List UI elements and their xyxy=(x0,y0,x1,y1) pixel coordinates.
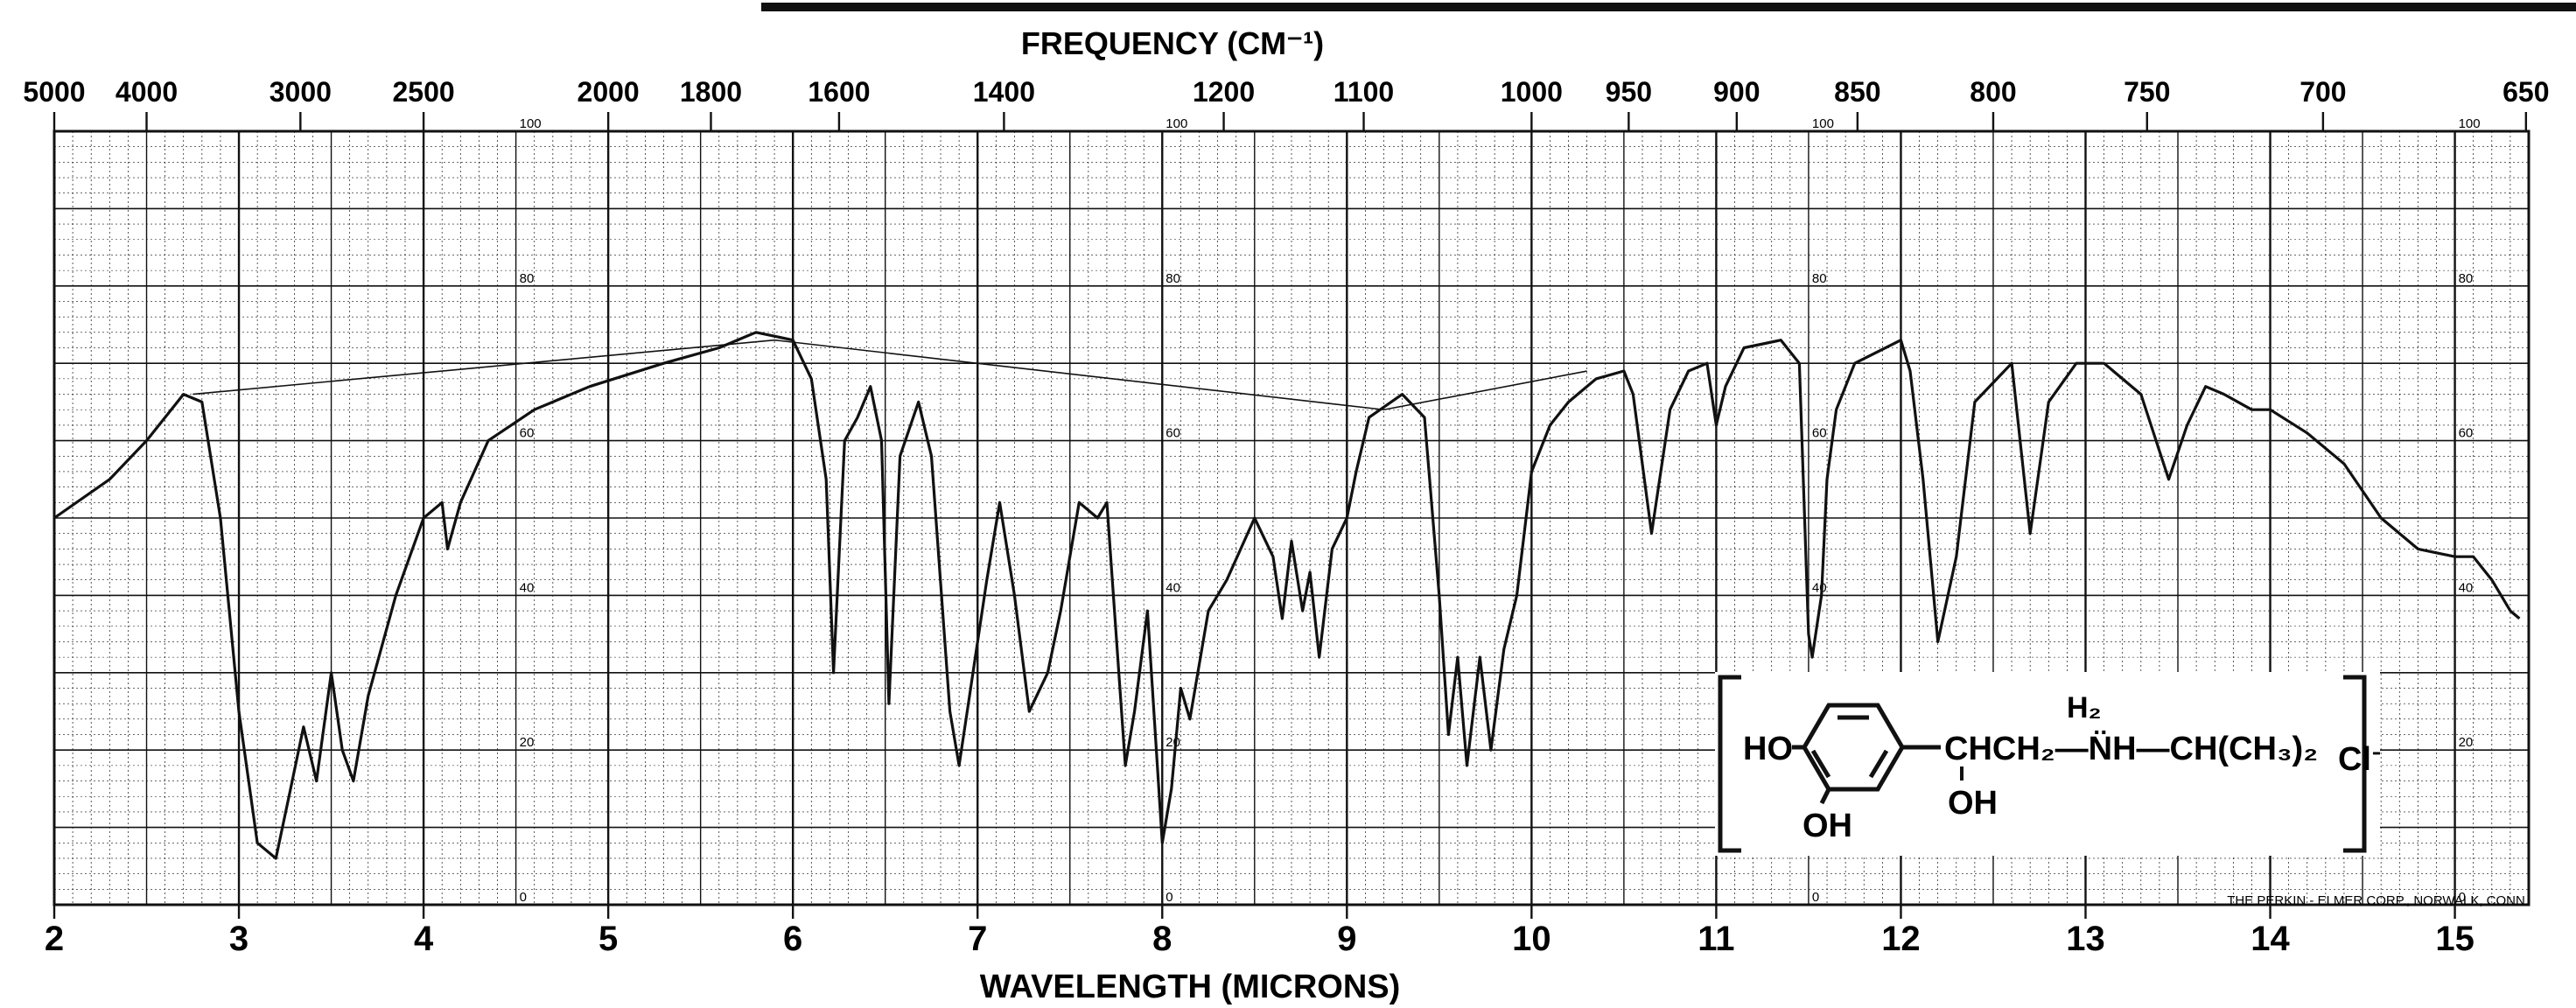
benzene-ring-icon xyxy=(1792,703,1941,805)
freq-tick-label: 650 xyxy=(2502,76,2549,108)
micron-tick-label: 4 xyxy=(414,920,434,958)
pct-label: 80 xyxy=(1166,271,1180,286)
micron-tick-label: 10 xyxy=(1512,920,1551,958)
h2-label: H₂ xyxy=(2067,691,2102,724)
oh-side-label: OH xyxy=(1948,785,1998,822)
pct-label: 60 xyxy=(520,426,535,441)
freq-tick-label: 700 xyxy=(2300,76,2346,108)
pct-label: 100 xyxy=(1166,116,1187,131)
pct-label: 40 xyxy=(2459,580,2474,595)
pct-label: 80 xyxy=(1812,271,1827,286)
freq-tick-label: 1800 xyxy=(680,76,742,108)
pct-label: 60 xyxy=(2459,426,2474,441)
pct-label: 100 xyxy=(520,116,542,131)
freq-tick-label: 1000 xyxy=(1501,76,1563,108)
frequency-ticks: 5000 4000 3000 2500 2000 1800 1600 1400 1200 1100… xyxy=(23,76,2550,131)
micron-tick-label: 13 xyxy=(2066,920,2105,958)
pct-label: 20 xyxy=(2459,735,2474,750)
manufacturer-credit: THE PERKIN - ELMER CORP., NORWALK, CONN. xyxy=(2227,893,2529,908)
micron-tick-label: 14 xyxy=(2250,920,2290,958)
micron-tick-label: 3 xyxy=(229,920,248,958)
micron-tick-label: 8 xyxy=(1152,920,1172,958)
side-chain-label: CHCH₂—N̈H—CH(CH₃)₂ xyxy=(1944,730,2318,767)
pct-label: 0 xyxy=(2459,890,2466,905)
baseline-lines xyxy=(192,339,1587,411)
freq-tick-label: 1600 xyxy=(808,76,870,108)
micron-tick-label: 9 xyxy=(1337,920,1356,958)
freq-tick-label: 800 xyxy=(1970,76,2016,108)
frequency-axis-title: FREQUENCY (CM⁻¹) xyxy=(1021,25,1324,61)
pct-label: 0 xyxy=(1166,890,1172,905)
pct-label: 40 xyxy=(520,580,535,595)
pct-label: 20 xyxy=(520,735,535,750)
pct-label: 0 xyxy=(1812,890,1819,905)
pct-label: 20 xyxy=(1166,735,1180,750)
freq-tick-label: 2000 xyxy=(578,76,640,108)
chemical-structure: HO OH H₂ CHCH₂—N̈H—CH(CH₃)₂ OH Cl⁻ xyxy=(1715,672,2380,856)
freq-tick-label: 750 xyxy=(2124,76,2170,108)
pct-label: 40 xyxy=(1812,580,1827,595)
micron-tick-label: 5 xyxy=(598,920,618,958)
micron-tick-label: 11 xyxy=(1698,920,1734,958)
wavelength-axis-title: WAVELENGTH (MICRONS) xyxy=(980,969,1401,1005)
pct-label: 40 xyxy=(1166,580,1180,595)
micron-tick-label: 7 xyxy=(968,920,987,958)
chart-grid xyxy=(52,130,2530,906)
pct-label: 0 xyxy=(520,890,527,905)
freq-tick-label: 900 xyxy=(1713,76,1760,108)
baseline-line xyxy=(192,339,1587,411)
transmittance-labels: 100 80 60 40 20 0 100 80 60 40 20 0 100 80 60 40 20 0 100 8… xyxy=(520,116,2481,905)
freq-tick-label: 1100 xyxy=(1334,76,1394,108)
freq-tick-label: 2500 xyxy=(392,76,454,108)
counter-ion-label: Cl⁻ xyxy=(2338,741,2380,778)
pct-label: 60 xyxy=(1166,426,1180,441)
freq-tick-label: 1200 xyxy=(1193,76,1255,108)
micron-tick-label: 12 xyxy=(1881,920,1921,958)
pct-label: 60 xyxy=(1812,426,1827,441)
wavelength-ticks: 2 3 4 5 6 7 8 9 10 11 12 13 14 15 xyxy=(45,905,2474,958)
freq-tick-label: 1400 xyxy=(973,76,1035,108)
micron-tick-label: 2 xyxy=(45,920,64,958)
freq-tick-label: 5000 xyxy=(23,76,85,108)
freq-tick-label: 4000 xyxy=(116,76,178,108)
pct-label: 80 xyxy=(520,271,535,286)
oh-bottom-label: OH xyxy=(1802,808,1852,844)
freq-tick-label: 850 xyxy=(1834,76,1880,108)
freq-tick-label: 3000 xyxy=(270,76,332,108)
micron-tick-label: 6 xyxy=(783,920,802,958)
freq-tick-label: 950 xyxy=(1606,76,1652,108)
ho-label: HO xyxy=(1743,731,1793,767)
micron-tick-label: 15 xyxy=(2435,920,2474,958)
pct-label: 80 xyxy=(2459,271,2474,286)
pct-label: 100 xyxy=(2459,116,2481,131)
spectrum-line xyxy=(53,331,2521,860)
pct-label: 100 xyxy=(1812,116,1834,131)
structure-brackets xyxy=(1718,675,2367,853)
